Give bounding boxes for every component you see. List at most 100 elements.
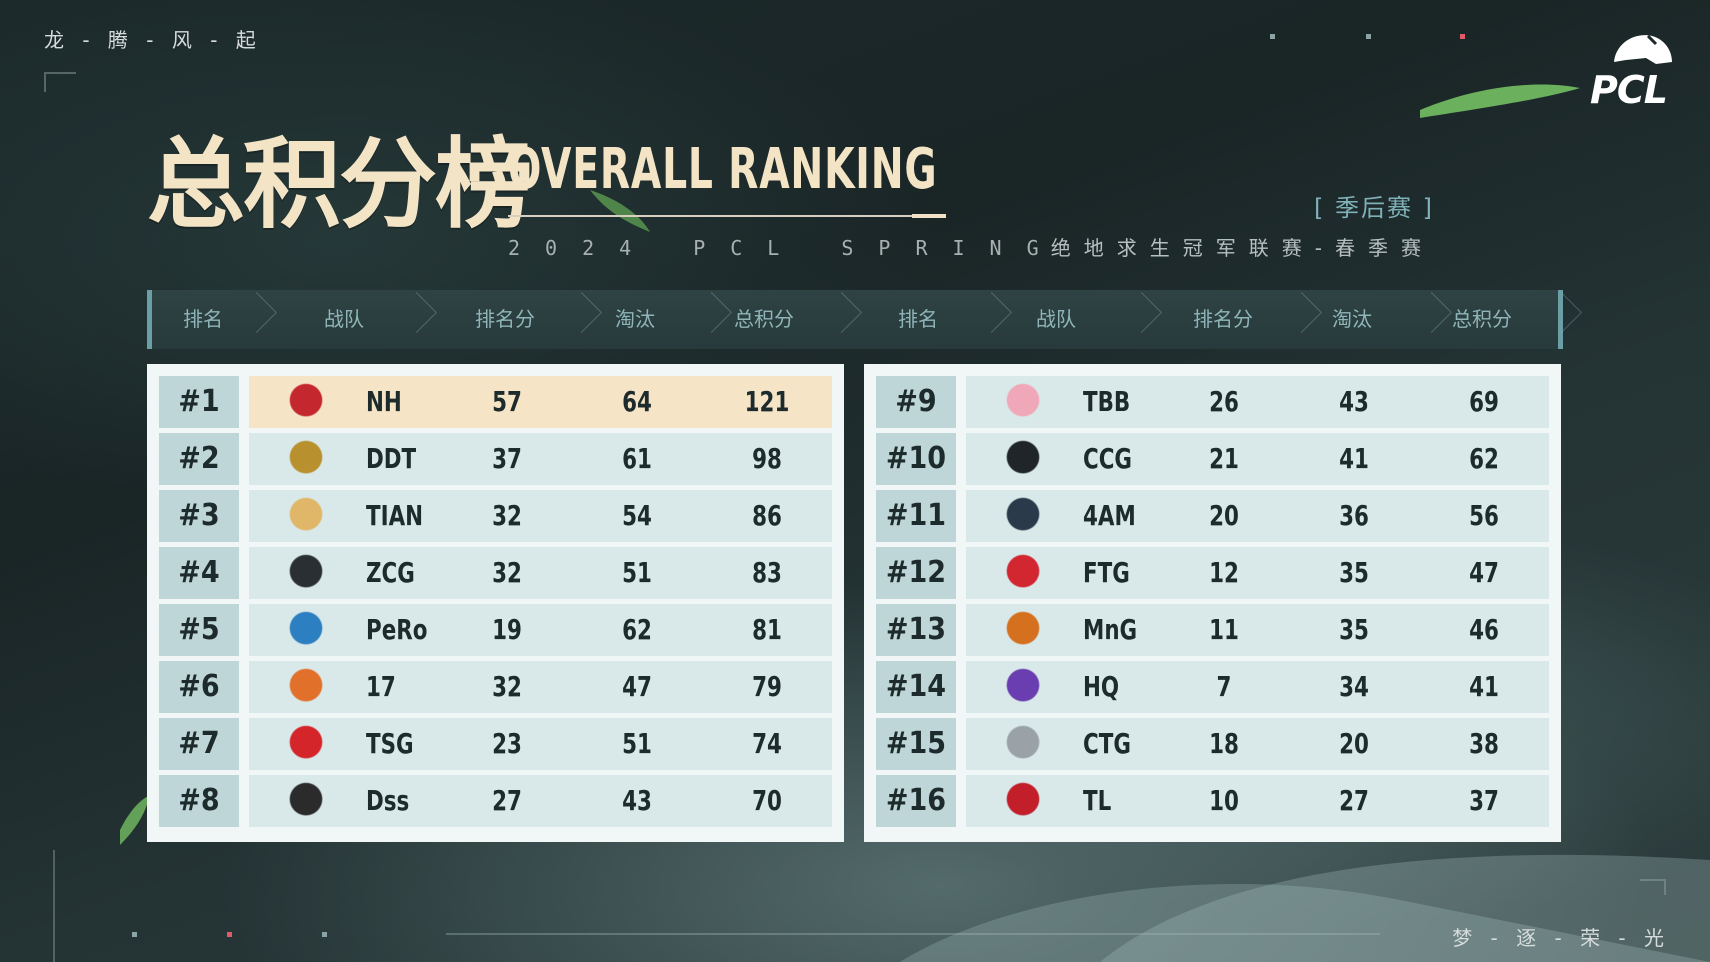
column-header: 总积分 xyxy=(734,307,794,331)
row-body: NH 57 64 121 xyxy=(249,376,832,428)
table-row: #6 17 32 47 79 xyxy=(159,661,832,713)
ranking-panel-right: #9 TBB 26 43 69 #10 CCG 21 41 62 #11 4AM 20 36 56 #12 FT… xyxy=(864,364,1561,842)
team-name: TIAN xyxy=(366,499,424,532)
season-tag: [ 季后赛 ] xyxy=(1314,194,1434,222)
rank-cell: #15 xyxy=(876,718,956,770)
title-underline-highlight xyxy=(912,214,946,218)
decor-dot xyxy=(1270,34,1275,39)
placement-points: 32 xyxy=(492,670,522,703)
total-points: 46 xyxy=(1469,613,1499,646)
team-name: FTG xyxy=(1083,556,1130,589)
total-points: 79 xyxy=(752,670,782,703)
row-body: 4AM 20 36 56 xyxy=(966,490,1549,542)
page-title-cn: 总积分榜 xyxy=(147,128,533,242)
row-body: TIAN 32 54 86 xyxy=(249,490,832,542)
team-logo-icon xyxy=(1004,668,1042,706)
column-header: 战队 xyxy=(324,307,364,331)
elimination-points: 27 xyxy=(1339,784,1369,817)
row-body: ZCG 32 51 83 xyxy=(249,547,832,599)
decor-dot xyxy=(1460,34,1465,39)
total-points: 121 xyxy=(744,385,790,418)
team-logo-icon xyxy=(1004,440,1042,478)
table-header: 排名 战队 排名分 淘汰 总积分 排名 战队 排名分 淘汰 总积分 xyxy=(147,290,1563,349)
team-logo-icon xyxy=(1004,497,1042,535)
total-points: 70 xyxy=(752,784,782,817)
team-name: CCG xyxy=(1083,442,1132,475)
decor-dot xyxy=(322,932,327,937)
team-logo-icon xyxy=(287,554,325,592)
row-body: MnG 11 35 46 xyxy=(966,604,1549,656)
row-body: TSG 23 51 74 xyxy=(249,718,832,770)
placement-points: 27 xyxy=(492,784,522,817)
total-points: 86 xyxy=(752,499,782,532)
table-row: #14 HQ 7 34 41 xyxy=(876,661,1549,713)
rank-cell: #3 xyxy=(159,490,239,542)
elimination-points: 64 xyxy=(622,385,652,418)
row-body: 17 32 47 79 xyxy=(249,661,832,713)
placement-points: 32 xyxy=(492,499,522,532)
team-logo-icon xyxy=(1004,554,1042,592)
pcl-logo: PCL xyxy=(1586,28,1682,112)
column-header: 排名分 xyxy=(475,307,535,331)
team-name: TL xyxy=(1083,784,1112,817)
rank-cell: #16 xyxy=(876,775,956,827)
placement-points: 26 xyxy=(1209,385,1239,418)
column-header: 排名分 xyxy=(1193,307,1253,331)
rank-cell: #1 xyxy=(159,376,239,428)
rank-cell: #11 xyxy=(876,490,956,542)
team-name: CTG xyxy=(1083,727,1131,760)
placement-points: 10 xyxy=(1209,784,1239,817)
team-logo-icon xyxy=(1004,782,1042,820)
table-row: #2 DDT 37 61 98 xyxy=(159,433,832,485)
column-header: 排名 xyxy=(898,307,938,331)
rank-cell: #13 xyxy=(876,604,956,656)
table-row: #15 CTG 18 20 38 xyxy=(876,718,1549,770)
team-name: PeRo xyxy=(366,613,428,646)
placement-points: 18 xyxy=(1209,727,1239,760)
placement-points: 32 xyxy=(492,556,522,589)
team-name: HQ xyxy=(1083,670,1120,703)
league-name: 绝地求生冠军联赛-春季赛 xyxy=(1050,236,1434,260)
table-row: #7 TSG 23 51 74 xyxy=(159,718,832,770)
rank-cell: #7 xyxy=(159,718,239,770)
rank-cell: #12 xyxy=(876,547,956,599)
placement-points: 12 xyxy=(1209,556,1239,589)
placement-points: 11 xyxy=(1209,613,1239,646)
placement-points: 19 xyxy=(492,613,522,646)
helmet-icon xyxy=(1614,34,1672,64)
elimination-points: 61 xyxy=(622,442,652,475)
bottom-right-slogan: 梦 - 逐 - 荣 - 光 xyxy=(1452,926,1670,950)
rank-cell: #5 xyxy=(159,604,239,656)
team-logo-icon xyxy=(287,497,325,535)
corner-frame xyxy=(44,72,76,92)
elimination-points: 35 xyxy=(1339,556,1369,589)
total-points: 37 xyxy=(1469,784,1499,817)
elimination-points: 41 xyxy=(1339,442,1369,475)
table-row: #11 4AM 20 36 56 xyxy=(876,490,1549,542)
team-name: TBB xyxy=(1083,385,1131,418)
total-points: 62 xyxy=(1469,442,1499,475)
elimination-points: 43 xyxy=(1339,385,1369,418)
row-body: CTG 18 20 38 xyxy=(966,718,1549,770)
table-row: #1 NH 57 64 121 xyxy=(159,376,832,428)
elimination-points: 34 xyxy=(1339,670,1369,703)
table-row: #13 MnG 11 35 46 xyxy=(876,604,1549,656)
row-body: Dss 27 43 70 xyxy=(249,775,832,827)
total-points: 74 xyxy=(752,727,782,760)
team-logo-icon xyxy=(287,611,325,649)
column-header: 淘汰 xyxy=(615,307,655,331)
team-logo-icon xyxy=(1004,725,1042,763)
table-row: #10 CCG 21 41 62 xyxy=(876,433,1549,485)
table-row: #4 ZCG 32 51 83 xyxy=(159,547,832,599)
table-row: #8 Dss 27 43 70 xyxy=(159,775,832,827)
row-body: TBB 26 43 69 xyxy=(966,376,1549,428)
rank-cell: #6 xyxy=(159,661,239,713)
total-points: 81 xyxy=(752,613,782,646)
total-points: 98 xyxy=(752,442,782,475)
decor-dot xyxy=(227,932,232,937)
rank-cell: #4 xyxy=(159,547,239,599)
elimination-points: 43 xyxy=(622,784,652,817)
elimination-points: 47 xyxy=(622,670,652,703)
team-name: 4AM xyxy=(1083,499,1136,532)
